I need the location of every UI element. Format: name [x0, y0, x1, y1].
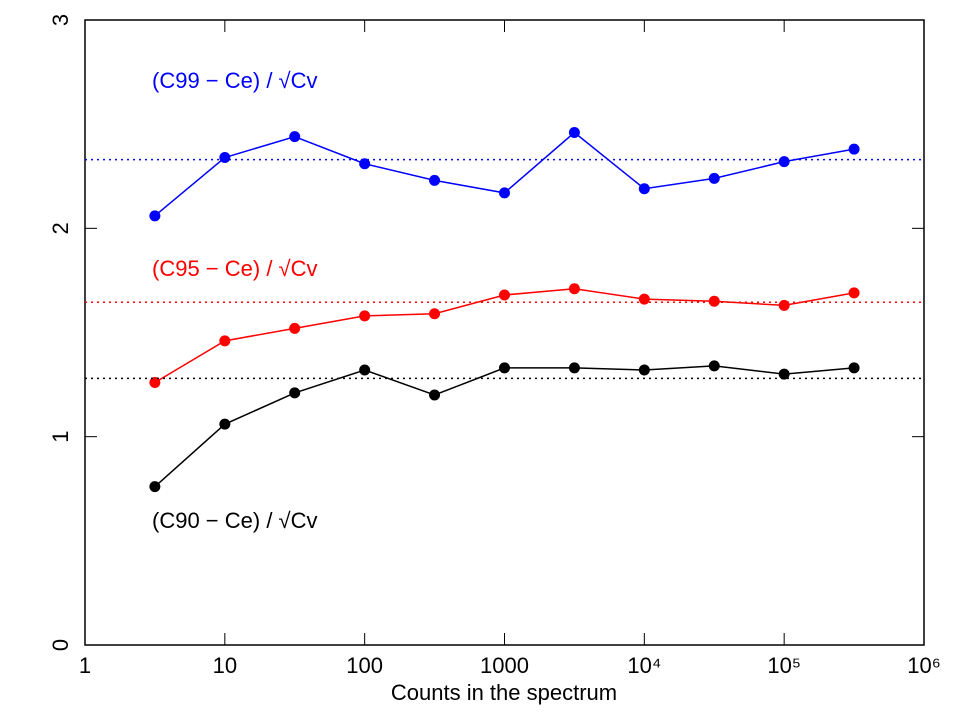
data-point — [289, 387, 301, 399]
data-point — [219, 418, 231, 430]
series-line — [154, 131, 855, 217]
data-point — [499, 289, 510, 301]
data-point — [778, 299, 790, 311]
data-point — [149, 377, 161, 388]
x-tick-label: 10 — [213, 653, 237, 678]
data-point — [708, 360, 720, 372]
data-point — [708, 172, 720, 184]
data-point — [499, 187, 510, 199]
series-line — [154, 365, 855, 488]
data-point — [289, 322, 301, 334]
data-point — [149, 481, 161, 493]
data-point — [568, 283, 580, 295]
series-label: (C95 − Ce) / √Cv — [152, 256, 318, 281]
data-point — [289, 131, 301, 143]
x-axis-title: Counts in the spectrum — [391, 680, 617, 705]
x-tick-label: 1 — [79, 653, 91, 678]
x-tick-label: 1000 — [480, 653, 529, 678]
data-point — [359, 158, 371, 170]
data-point — [778, 368, 790, 380]
data-point — [848, 362, 860, 374]
data-point — [638, 293, 650, 305]
data-point — [848, 287, 860, 299]
data-point — [778, 156, 790, 168]
y-tick-label: 1 — [48, 431, 73, 443]
y-tick-label: 2 — [48, 222, 73, 234]
plot-frame — [84, 19, 925, 646]
data-point — [359, 364, 371, 376]
x-tick-label: 10⁵ — [767, 653, 801, 678]
data-point — [219, 335, 231, 347]
data-point — [848, 143, 860, 155]
x-tick-label: 10⁴ — [627, 653, 661, 678]
data-point — [149, 210, 161, 222]
data-point — [429, 389, 441, 401]
series-label: (C90 − Ce) / √Cv — [152, 508, 318, 533]
x-tick-label: 10⁶ — [907, 653, 941, 678]
data-point — [708, 295, 720, 307]
data-point — [568, 127, 580, 138]
data-point — [219, 152, 231, 163]
data-point — [429, 174, 441, 186]
x-tick-label: 100 — [346, 653, 383, 678]
y-tick-label: 3 — [48, 14, 73, 26]
y-tick-label: 0 — [48, 639, 73, 651]
series-label: (C99 − Ce) / √Cv — [152, 68, 318, 93]
data-point — [638, 183, 650, 195]
data-point — [568, 362, 580, 374]
data-point — [638, 364, 650, 376]
data-point — [429, 308, 441, 320]
data-point — [499, 362, 510, 374]
data-point — [359, 310, 371, 322]
